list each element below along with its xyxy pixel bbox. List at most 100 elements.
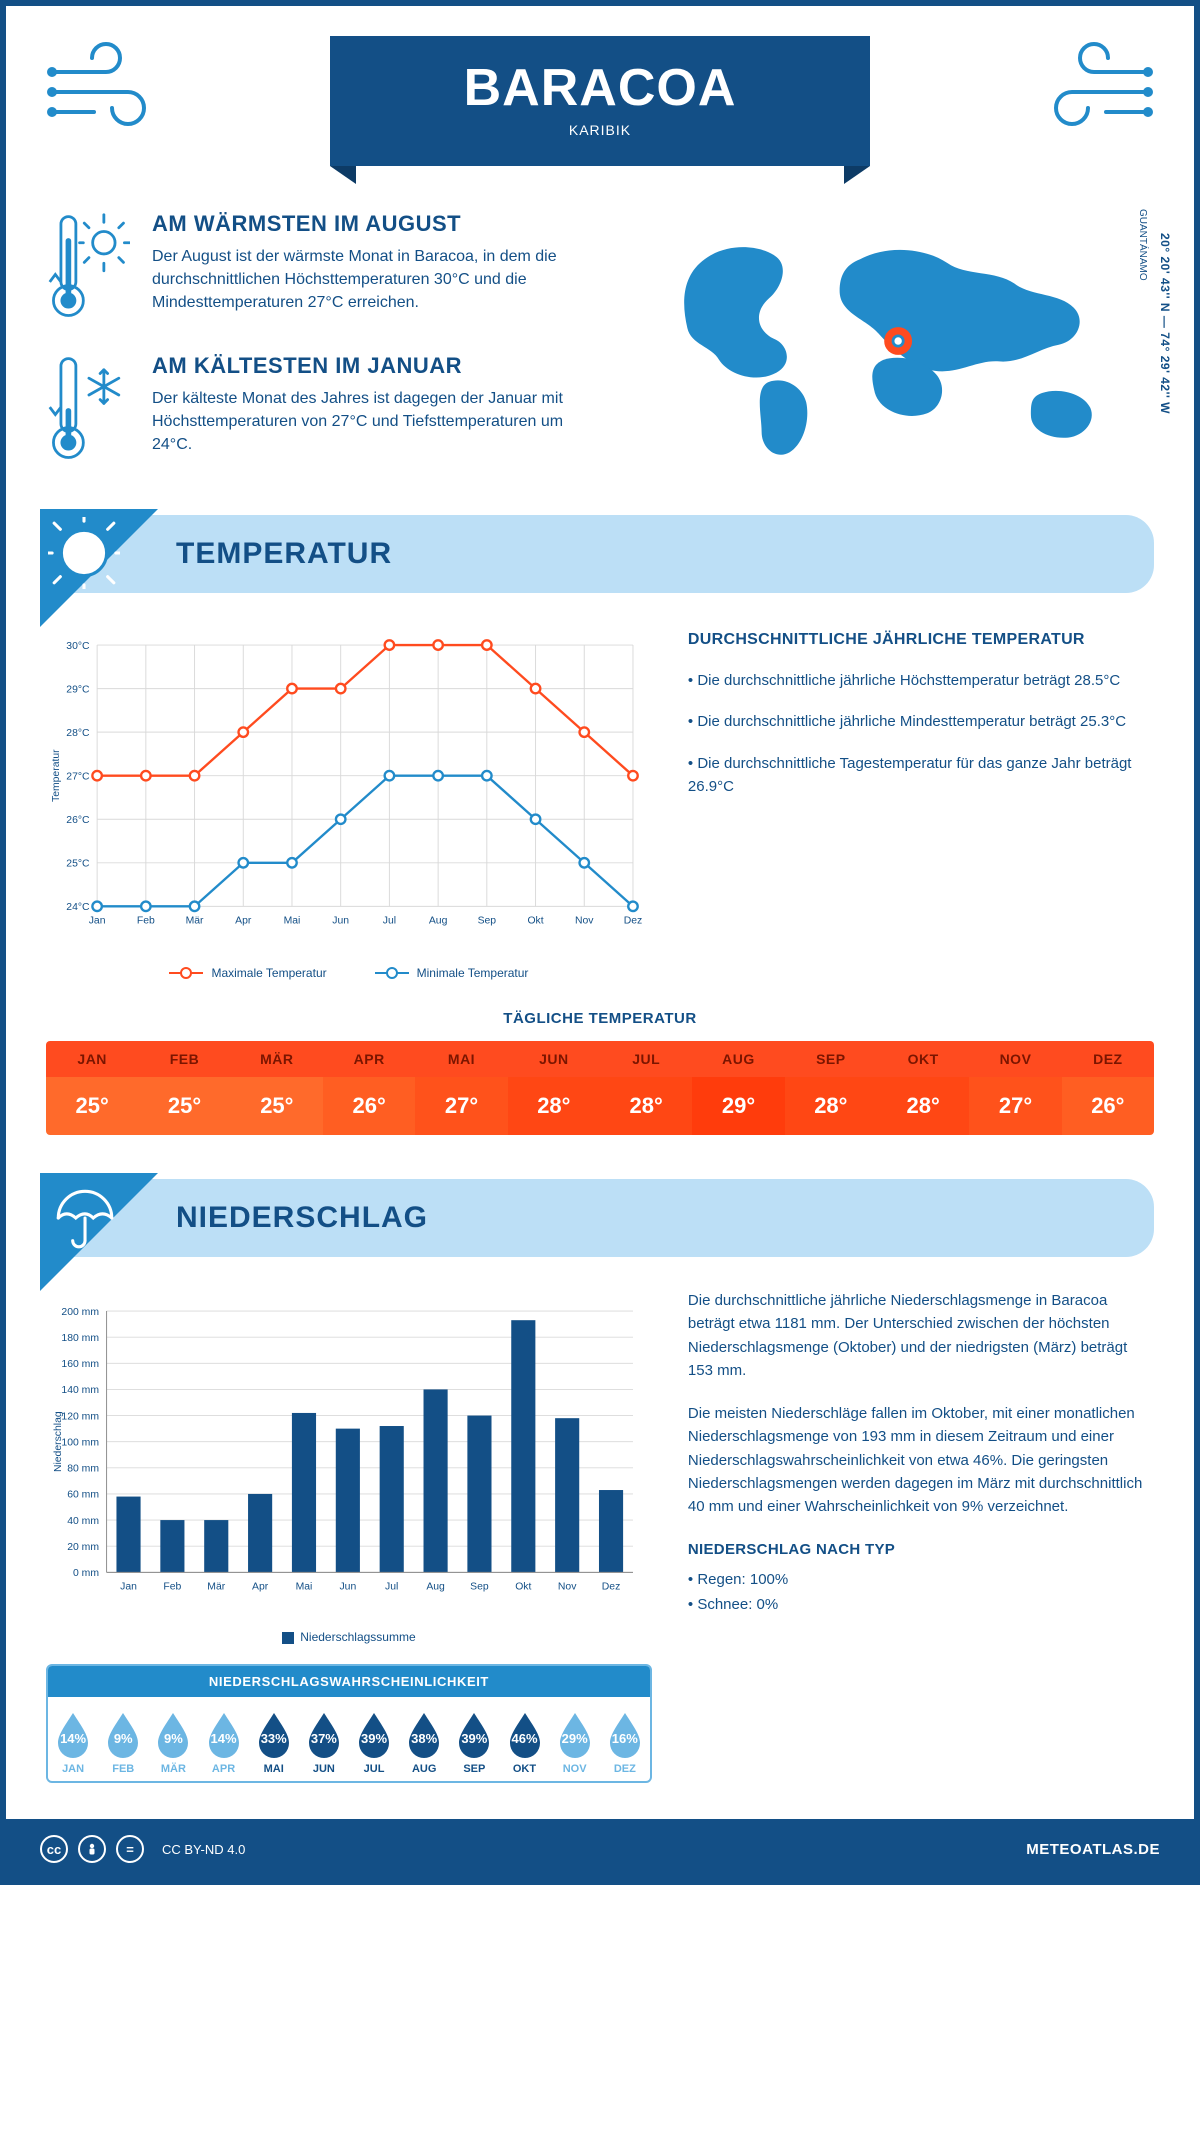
- svg-text:60 mm: 60 mm: [67, 1490, 99, 1501]
- daily-temp-title: TÄGLICHE TEMPERATUR: [46, 1010, 1154, 1027]
- probability-drop: 46%OKT: [499, 1697, 549, 1781]
- svg-text:Jan: Jan: [89, 915, 106, 926]
- svg-text:Apr: Apr: [235, 915, 252, 926]
- fact-cold-text: Der kälteste Monat des Jahres ist dagege…: [152, 387, 572, 457]
- section-header-temperature: TEMPERATUR: [46, 515, 1154, 593]
- svg-text:30°C: 30°C: [66, 641, 90, 652]
- fact-warm-text: Der August ist der wärmste Monat in Bara…: [152, 245, 572, 315]
- probability-drop: 39%SEP: [449, 1697, 499, 1781]
- svg-text:26°C: 26°C: [66, 815, 90, 826]
- strip-month: APR: [323, 1041, 415, 1077]
- svg-text:160 mm: 160 mm: [61, 1359, 99, 1370]
- svg-text:Jul: Jul: [383, 915, 396, 926]
- legend-min: Minimale Temperatur: [417, 966, 529, 980]
- precip-para: Die durchschnittliche jährliche Niedersc…: [688, 1289, 1154, 1382]
- svg-text:20 mm: 20 mm: [67, 1542, 99, 1553]
- license-text: CC BY-ND 4.0: [162, 1842, 245, 1857]
- precip-para: Die meisten Niederschläge fallen im Okto…: [688, 1402, 1154, 1518]
- svg-text:120 mm: 120 mm: [61, 1411, 99, 1422]
- probability-drop: 38%AUG: [399, 1697, 449, 1781]
- precipitation-summary: Die durchschnittliche jährliche Niedersc…: [688, 1289, 1154, 1783]
- probability-drop: 9%FEB: [98, 1697, 148, 1781]
- strip-value: 25°: [46, 1077, 138, 1135]
- wind-icon: [1034, 42, 1154, 142]
- probability-drop: 16%DEZ: [600, 1697, 650, 1781]
- thermometer-snow-icon: [46, 353, 130, 465]
- svg-text:Feb: Feb: [137, 915, 155, 926]
- header: BARACOA KARIBIK: [46, 36, 1154, 201]
- section-title: TEMPERATUR: [176, 537, 392, 571]
- daily-temperature-strip: JANFEBMÄRAPRMAIJUNJULAUGSEPOKTNOVDEZ25°2…: [46, 1041, 1154, 1135]
- svg-text:200 mm: 200 mm: [61, 1307, 99, 1318]
- svg-text:80 mm: 80 mm: [67, 1464, 99, 1475]
- svg-text:27°C: 27°C: [66, 771, 90, 782]
- svg-text:Mär: Mär: [207, 1581, 225, 1592]
- probability-drop: 14%JAN: [48, 1697, 98, 1781]
- strip-value: 25°: [231, 1077, 323, 1135]
- strip-month: DEZ: [1062, 1041, 1154, 1077]
- svg-text:29°C: 29°C: [66, 684, 90, 695]
- precip-type-line: • Regen: 100%: [688, 1568, 1154, 1591]
- svg-text:Okt: Okt: [527, 915, 543, 926]
- prob-title: NIEDERSCHLAGSWAHRSCHEINLICHKEIT: [48, 1666, 650, 1697]
- strip-month: JAN: [46, 1041, 138, 1077]
- svg-text:24°C: 24°C: [66, 902, 90, 913]
- strip-value: 28°: [785, 1077, 877, 1135]
- temperature-summary: DURCHSCHNITTLICHE JÄHRLICHE TEMPERATUR •…: [688, 623, 1154, 980]
- probability-drop: 29%NOV: [550, 1697, 600, 1781]
- temp-summary-line: • Die durchschnittliche Tagestemperatur …: [688, 752, 1154, 799]
- map-coords: 20° 20' 43'' N — 74° 29' 42'' W: [1158, 233, 1172, 414]
- probability-drop: 37%JUN: [299, 1697, 349, 1781]
- sun-icon: [48, 517, 120, 589]
- site-name: METEOATLAS.DE: [1026, 1841, 1160, 1858]
- svg-text:Dez: Dez: [602, 1581, 621, 1592]
- strip-value: 26°: [323, 1077, 415, 1135]
- svg-text:Mai: Mai: [296, 1581, 313, 1592]
- precipitation-probability-box: NIEDERSCHLAGSWAHRSCHEINLICHKEIT 14%JAN9%…: [46, 1664, 652, 1783]
- precip-legend: Niederschlagssumme: [46, 1630, 652, 1644]
- temperature-line-chart: 24°C25°C26°C27°C28°C29°C30°CJanFebMärApr…: [46, 623, 652, 953]
- svg-text:Mär: Mär: [186, 915, 204, 926]
- fact-coldest: AM KÄLTESTEN IM JANUAR Der kälteste Mona…: [46, 353, 593, 465]
- strip-month: MÄR: [231, 1041, 323, 1077]
- svg-text:Jun: Jun: [332, 915, 349, 926]
- svg-text:Sep: Sep: [470, 1581, 489, 1592]
- by-icon: [78, 1835, 106, 1863]
- precip-type-line: • Schnee: 0%: [688, 1593, 1154, 1616]
- page-subtitle: KARIBIK: [330, 122, 870, 138]
- svg-text:Okt: Okt: [515, 1581, 531, 1592]
- temp-summary-line: • Die durchschnittliche jährliche Mindes…: [688, 710, 1154, 733]
- svg-text:0 mm: 0 mm: [73, 1568, 99, 1579]
- strip-value: 28°: [508, 1077, 600, 1135]
- section-header-precipitation: NIEDERSCHLAG: [46, 1179, 1154, 1257]
- section-title: NIEDERSCHLAG: [176, 1201, 428, 1235]
- svg-text:Aug: Aug: [426, 1581, 445, 1592]
- strip-month: JUN: [508, 1041, 600, 1077]
- svg-text:25°C: 25°C: [66, 859, 90, 870]
- strip-month: SEP: [785, 1041, 877, 1077]
- svg-text:Jun: Jun: [339, 1581, 356, 1592]
- strip-month: NOV: [969, 1041, 1061, 1077]
- strip-month: OKT: [877, 1041, 969, 1077]
- svg-text:100 mm: 100 mm: [61, 1437, 99, 1448]
- temp-legend: Maximale Temperatur Minimale Temperatur: [46, 966, 652, 980]
- probability-drop: 9%MÄR: [148, 1697, 198, 1781]
- svg-text:Feb: Feb: [163, 1581, 181, 1592]
- svg-text:Temperatur: Temperatur: [51, 749, 62, 802]
- temp-summary-line: • Die durchschnittliche jährliche Höchst…: [688, 669, 1154, 692]
- svg-text:140 mm: 140 mm: [61, 1385, 99, 1396]
- world-map: GUANTÁNAMO 20° 20' 43'' N — 74° 29' 42''…: [633, 211, 1154, 495]
- svg-text:Sep: Sep: [478, 915, 497, 926]
- cc-icon: cc: [40, 1835, 68, 1863]
- strip-value: 28°: [600, 1077, 692, 1135]
- fact-warm-title: AM WÄRMSTEN IM AUGUST: [152, 211, 572, 237]
- svg-text:Jan: Jan: [120, 1581, 137, 1592]
- strip-value: 27°: [415, 1077, 507, 1135]
- strip-month: AUG: [692, 1041, 784, 1077]
- svg-text:Mai: Mai: [284, 915, 301, 926]
- svg-text:Aug: Aug: [429, 915, 448, 926]
- probability-drop: 33%MAI: [249, 1697, 299, 1781]
- footer: cc = CC BY-ND 4.0 METEOATLAS.DE: [6, 1819, 1194, 1879]
- thermometer-sun-icon: [46, 211, 130, 323]
- title-banner: BARACOA KARIBIK: [330, 36, 870, 166]
